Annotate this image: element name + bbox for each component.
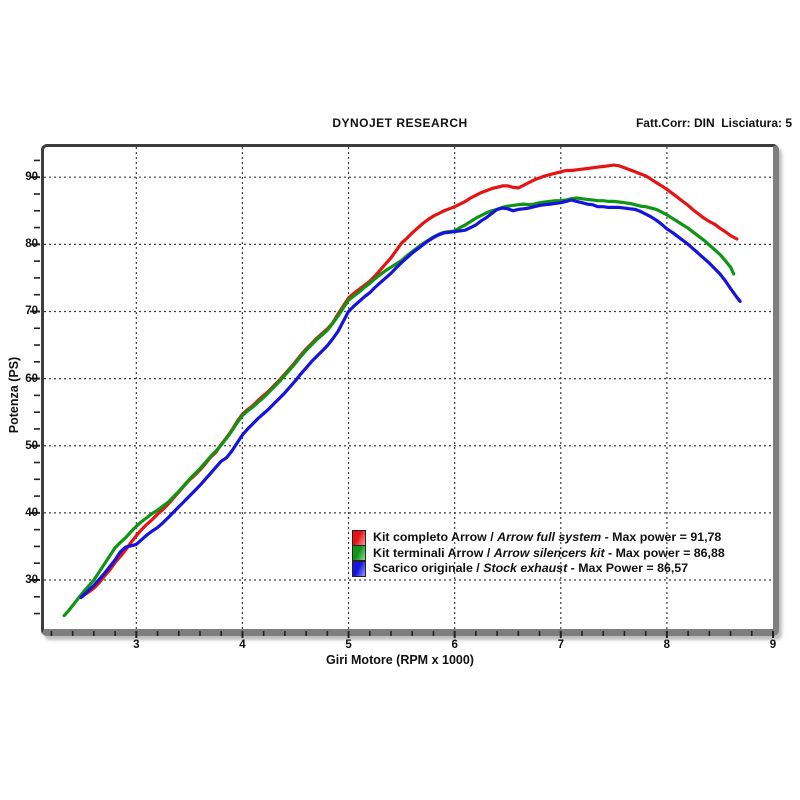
y-tick-label: 40 <box>25 506 38 519</box>
legend-separator: / <box>483 545 494 560</box>
legend-row-full-system: Kit completo Arrow / Arrow full system -… <box>352 529 725 546</box>
legend-name-it: Kit completo Arrow <box>373 530 487 545</box>
correction-factor-info: Fatt.Corr: DIN Lisciatura: 5 <box>635 116 792 130</box>
y-tick-label: 90 <box>25 171 38 184</box>
x-tick-label: 9 <box>769 639 777 651</box>
power-curves <box>62 163 742 618</box>
legend-swatch-red <box>352 529 366 546</box>
legend-max-power: - Max power = 91,78 <box>601 530 722 545</box>
legend-max-power-value: - Max power = 91,78 <box>604 530 722 545</box>
y-tick-label: 30 <box>25 573 38 586</box>
legend-label: Kit terminali Arrow / Arrow silencers ki… <box>373 546 725 561</box>
power-curve-green-silencers-kit <box>62 196 736 618</box>
legend-row-silencers-kit: Kit terminali Arrow / Arrow silencers ki… <box>352 545 725 562</box>
legend-name-en: Stock exhaust <box>483 561 568 576</box>
power-curve-blue-stock-exhaust <box>79 198 742 599</box>
y-axis-title: Potenza (PS) <box>7 356 21 434</box>
legend-max-power-value: - Max Power = 86,57 <box>570 561 689 576</box>
y-tick-label: 80 <box>25 238 38 251</box>
x-tick-label: 3 <box>133 639 140 651</box>
x-tick-label: 6 <box>451 639 458 651</box>
x-tick-label: 4 <box>239 639 246 651</box>
legend-separator: / <box>472 561 484 576</box>
legend-max-power: - Max power = 86,88 <box>605 546 725 560</box>
x-tick-label: 8 <box>663 639 671 651</box>
legend-separator: / <box>486 530 498 545</box>
legend-label: Kit completo Arrow / Arrow full system -… <box>373 530 721 545</box>
axis-ticks <box>30 159 774 638</box>
y-tick-label: 70 <box>25 305 38 318</box>
legend-label: Scarico originale / Stock exhaust - Max … <box>373 561 688 576</box>
legend-max-power-value: - Max power = 86,88 <box>608 545 725 560</box>
page-title: DYNOJET RESEARCH <box>332 116 468 130</box>
legend-max-power: - Max Power = 86,57 <box>567 561 688 575</box>
legend-name-it: Kit terminali Arrow <box>373 545 484 560</box>
x-axis-title: Giri Motore (RPM x 1000) <box>326 653 474 667</box>
legend-name-en: Arrow silencers kit <box>493 545 605 560</box>
legend: Kit completo Arrow / Arrow full system -… <box>352 529 725 577</box>
legend-name-it: Scarico originale <box>373 561 473 576</box>
y-tick-label: 60 <box>25 372 38 385</box>
legend-name-en: Arrow full system <box>497 530 602 545</box>
y-tick-label: 50 <box>25 439 38 452</box>
x-tick-label: 7 <box>557 639 564 651</box>
legend-row-stock-exhaust: Scarico originale / Stock exhaust - Max … <box>352 560 725 577</box>
plot-frame <box>41 144 779 636</box>
gridlines <box>44 147 773 629</box>
x-tick-label: 5 <box>345 639 352 651</box>
plot-area <box>30 147 774 638</box>
legend-swatch-blue <box>352 560 366 577</box>
legend-swatch-green <box>352 545 366 562</box>
